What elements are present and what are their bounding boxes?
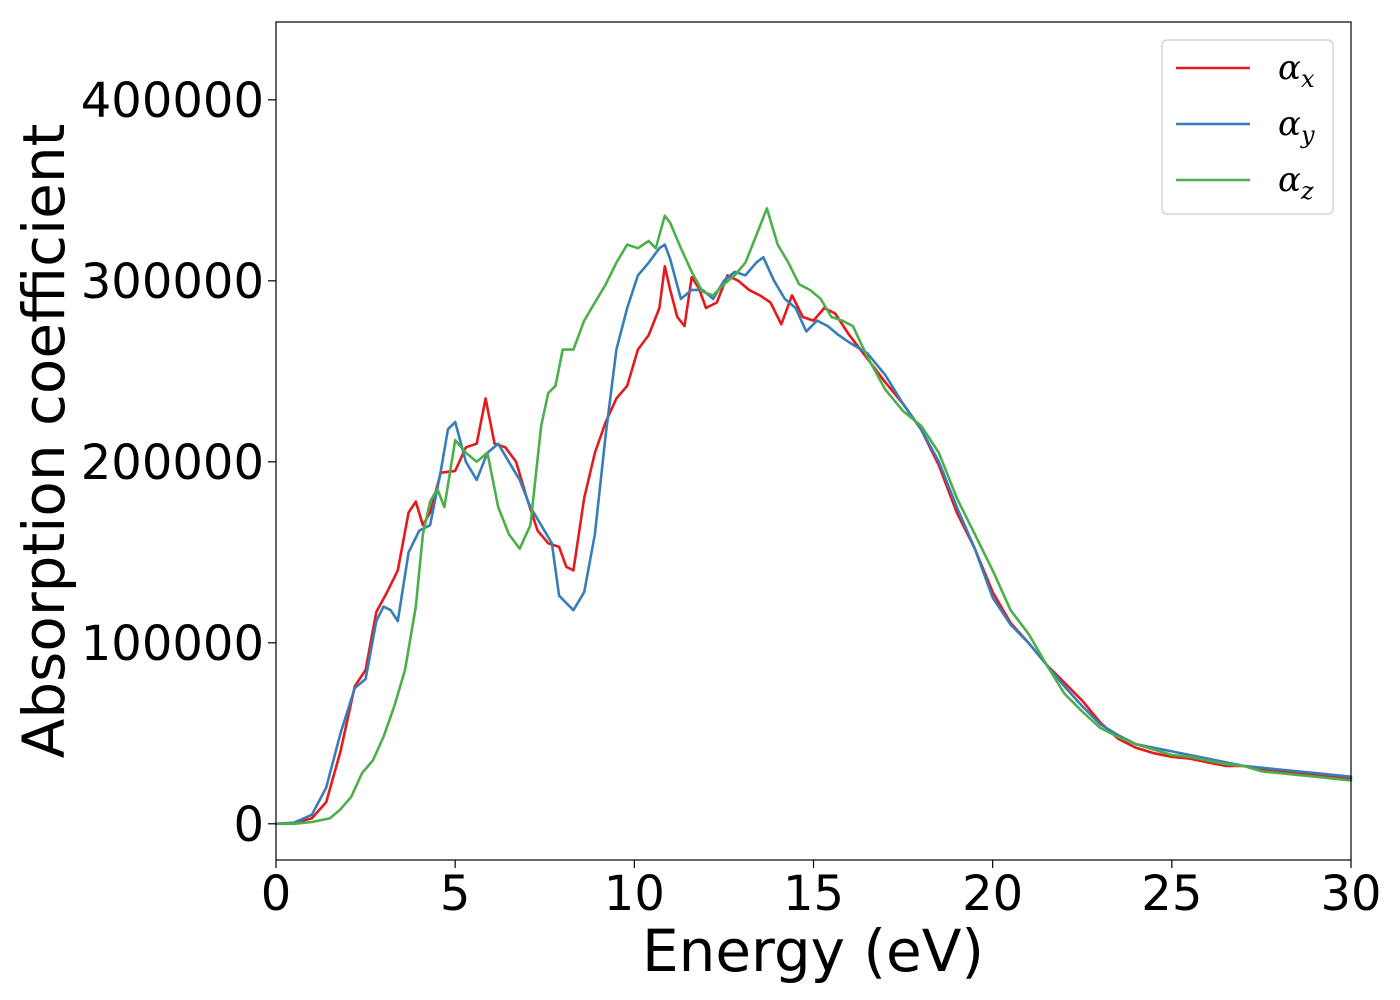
y-tick-label: 400000	[81, 73, 264, 129]
legend-label-y: αy	[1278, 104, 1315, 149]
y-tick-label: 200000	[81, 435, 264, 491]
legend: αx αy αz	[1161, 39, 1334, 215]
y-axis: 0 100000 200000 300000 400000	[81, 73, 276, 853]
series-layer	[274, 207, 1353, 826]
x-tick-label: 15	[783, 866, 844, 922]
y-tick-label: 100000	[81, 616, 264, 672]
x-tick-label: 20	[962, 866, 1023, 922]
y-axis-title: Absorption coefficient	[10, 124, 78, 759]
y-tick-label: 0	[233, 797, 264, 853]
x-axis: 0 5 10 15 20 25 30	[261, 860, 1382, 922]
legend-label-z: αz	[1278, 160, 1314, 205]
x-tick-label: 25	[1141, 866, 1202, 922]
legend-label-x: αx	[1278, 48, 1315, 93]
x-tick-label: 0	[261, 866, 292, 922]
x-tick-label: 10	[604, 866, 665, 922]
y-tick-label: 300000	[81, 254, 264, 310]
series-line-z	[274, 207, 1353, 826]
legend-frame	[1161, 39, 1334, 215]
x-tick-label: 5	[440, 866, 471, 922]
x-tick-label: 30	[1320, 866, 1381, 922]
x-axis-title: Energy (eV)	[642, 917, 984, 985]
